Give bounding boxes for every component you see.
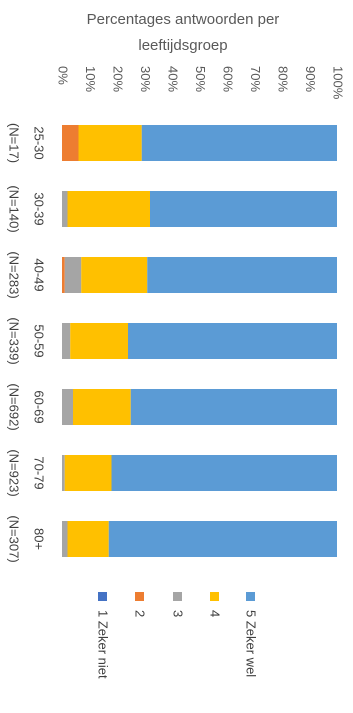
- legend-swatch: [246, 592, 255, 601]
- bar-segment: [78, 125, 142, 161]
- chart-title: Percentages antwoorden per leeftijdsgroe…: [87, 11, 280, 54]
- category-count-label: (N=307): [7, 515, 22, 562]
- bar-segment: [64, 257, 82, 293]
- bar-segment: [62, 455, 65, 491]
- x-tick-label: 40%: [166, 66, 181, 92]
- bar-segment: [62, 521, 68, 557]
- chart-title-line-1: Percentages antwoorden per: [87, 11, 280, 28]
- bar-segment: [67, 191, 150, 227]
- legend-swatch: [173, 592, 182, 601]
- legend-label: 4: [208, 610, 223, 617]
- bar-segment: [70, 323, 128, 359]
- legend-swatch: [135, 592, 144, 601]
- bar-segment: [67, 521, 109, 557]
- category-label: 50-59: [32, 324, 47, 357]
- bar-segment: [141, 125, 337, 161]
- x-tick-label: 50%: [193, 66, 208, 92]
- x-tick-label: 10%: [83, 66, 98, 92]
- x-tick-label: 100%: [331, 66, 346, 100]
- category-label: 25-30: [32, 126, 47, 159]
- chart-title-line-2: leeftijdsgroep: [138, 37, 227, 54]
- bar-segment: [111, 455, 337, 491]
- bar-segment: [62, 257, 65, 293]
- bar-segment: [81, 257, 148, 293]
- x-tick-label: 80%: [276, 66, 291, 92]
- legend: 1 Zeker niet 2 3 4 5 Zeker wel: [96, 592, 259, 679]
- legend-label: 1 Zeker niet: [96, 610, 111, 679]
- x-tick-label: 20%: [111, 66, 126, 92]
- bar-segment: [130, 389, 337, 425]
- bar-segment: [73, 389, 131, 425]
- bar-segment: [108, 521, 337, 557]
- category-label: 60-69: [32, 390, 47, 423]
- x-tick-label: 70%: [248, 66, 263, 92]
- legend-swatch: [210, 592, 219, 601]
- bar-segment: [62, 191, 68, 227]
- category-label: 80+: [32, 528, 47, 550]
- category-count-label: (N=923): [7, 449, 22, 496]
- legend-label: 3: [171, 610, 186, 617]
- x-tick-label: 60%: [221, 66, 236, 92]
- legend-label: 5 Zeker wel: [244, 610, 259, 677]
- x-tick-label: 0%: [56, 66, 71, 85]
- legend-swatch: [98, 592, 107, 601]
- category-label: 40-49: [32, 258, 47, 291]
- category-label: 70-79: [32, 456, 47, 489]
- bar-segment: [147, 257, 337, 293]
- x-tick-label: 90%: [303, 66, 318, 92]
- category-count-label: (N=692): [7, 383, 22, 430]
- category-count-label: (N=283): [7, 251, 22, 298]
- bar-segment: [64, 455, 112, 491]
- category-count-label: (N=140): [7, 185, 22, 232]
- x-tick-label: 30%: [138, 66, 153, 92]
- bar-segment: [150, 191, 337, 227]
- bar-segment: [128, 323, 337, 359]
- category-count-label: (N=339): [7, 317, 22, 364]
- bar-segment: [62, 125, 79, 161]
- bar-segment: [62, 389, 73, 425]
- plot-area: 0% 10% 20% 30% 40% 50% 60% 70% 80% 90% 100% 25-30 (N…: [7, 66, 346, 563]
- legend-label: 2: [133, 610, 148, 617]
- category-label: 30-39: [32, 192, 47, 225]
- bar-segment: [62, 323, 71, 359]
- category-count-label: (N=17): [7, 123, 22, 163]
